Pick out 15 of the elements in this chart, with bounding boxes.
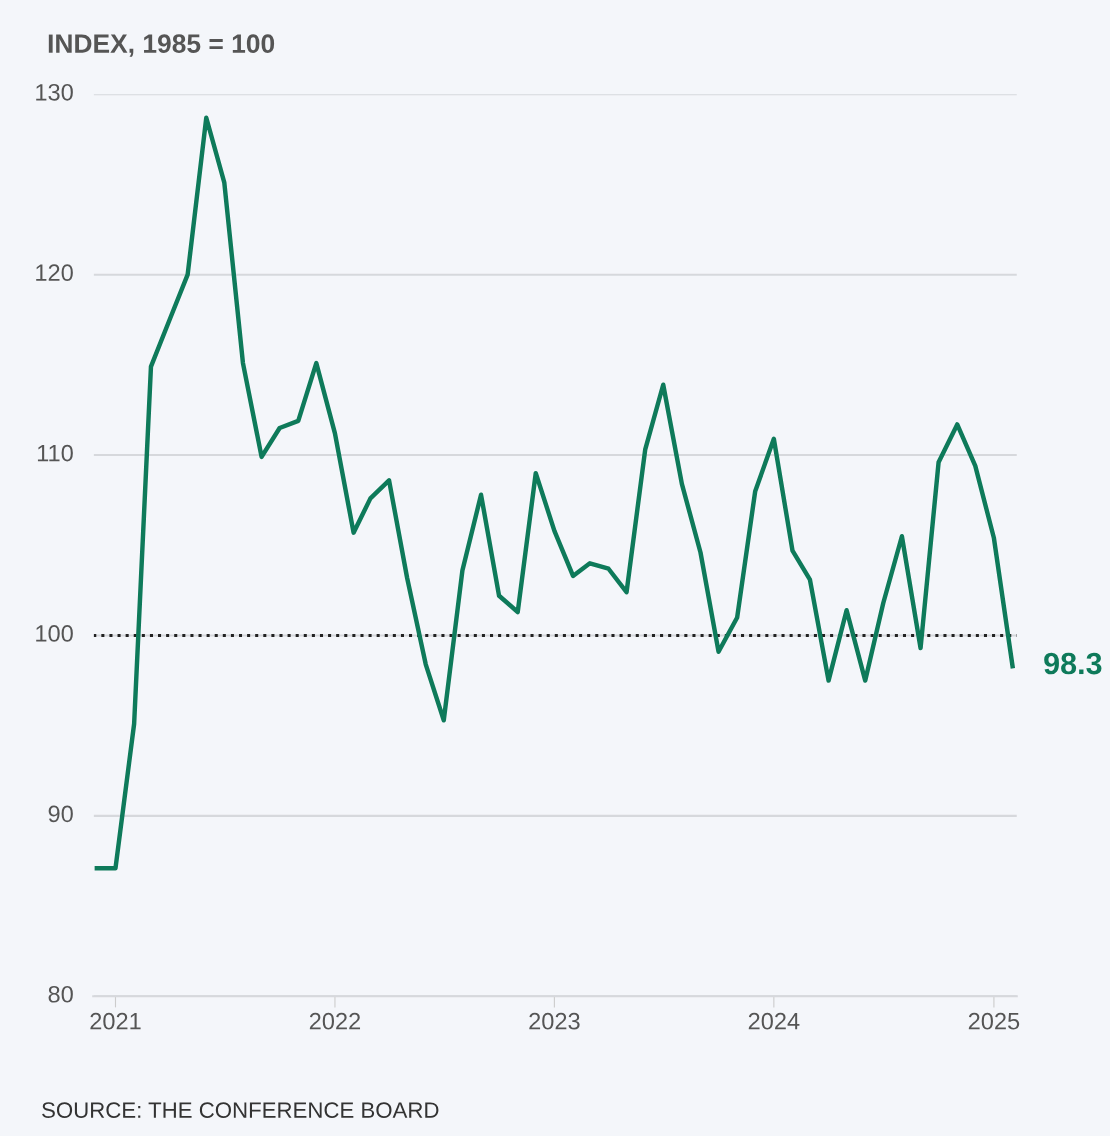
- x-tick-label: 2025: [968, 1012, 1020, 1030]
- y-tick-label: 130: [36, 83, 73, 101]
- y-tick-label: 120: [36, 264, 73, 282]
- y-axis-title: INDEX, 1985 = 100: [48, 34, 275, 57]
- y-tick-label: 90: [48, 805, 73, 823]
- y-tick-label: 80: [48, 985, 73, 1003]
- y-tick-label: 100: [36, 625, 73, 642]
- line-series: [94, 115, 1015, 871]
- x-tick-label: 2024: [748, 1012, 800, 1030]
- x-tick-label: 2022: [309, 1012, 361, 1030]
- source-note: SOURCE: THE CONFERENCE BOARD: [42, 1102, 439, 1118]
- annotation: 98.3: [1044, 652, 1102, 675]
- y-tick-label: 110: [37, 444, 73, 462]
- x-tick-label: 2021: [90, 1012, 141, 1030]
- x-tick-label: 2023: [529, 1012, 580, 1030]
